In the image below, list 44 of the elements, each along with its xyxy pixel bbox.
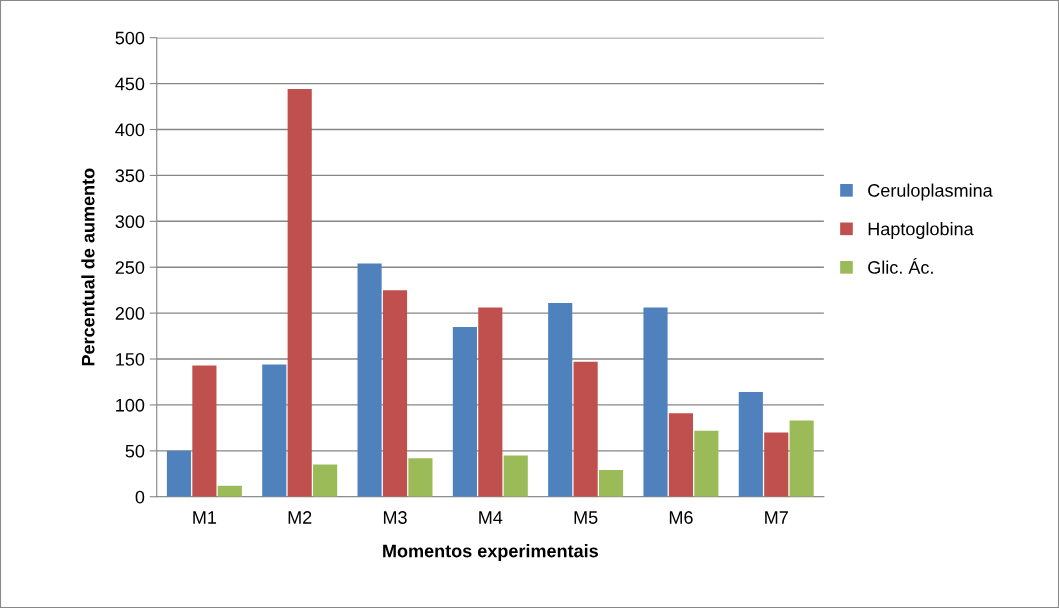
bar bbox=[598, 470, 624, 497]
legend-label: Ceruloplasmina bbox=[868, 183, 993, 201]
legend-label: Haptoglobina bbox=[868, 222, 974, 239]
x-tick-label: M7 bbox=[765, 511, 788, 524]
bar bbox=[262, 364, 287, 497]
bar bbox=[694, 430, 719, 497]
y-tick-label: 300 bbox=[115, 215, 145, 229]
bar bbox=[357, 263, 382, 497]
legend-label: Glic. Ác. bbox=[868, 258, 933, 274]
bar bbox=[738, 392, 763, 497]
bar bbox=[217, 485, 242, 497]
y-tick-label: 400 bbox=[115, 123, 145, 137]
x-axis-title: Momentos experimentais bbox=[383, 544, 598, 561]
bar bbox=[313, 464, 338, 497]
bar bbox=[503, 455, 528, 497]
bar bbox=[573, 361, 598, 497]
bar bbox=[166, 450, 192, 497]
x-tick-label: M3 bbox=[383, 511, 407, 524]
bar bbox=[548, 303, 573, 497]
bar bbox=[668, 413, 694, 497]
bar bbox=[643, 307, 668, 497]
y-tick-label: 100 bbox=[116, 398, 145, 412]
bar bbox=[764, 432, 789, 497]
bar bbox=[478, 307, 503, 497]
y-tick-label: 250 bbox=[115, 261, 145, 274]
y-tick-label: 150 bbox=[116, 352, 145, 366]
bar bbox=[452, 326, 477, 497]
y-tick-label: 350 bbox=[115, 169, 145, 183]
bar bbox=[789, 420, 814, 497]
bar bbox=[192, 365, 217, 497]
x-tick-label: M1 bbox=[193, 511, 217, 524]
x-tick-label: M4 bbox=[479, 511, 503, 524]
bar bbox=[287, 89, 312, 497]
y-tick-label: 50 bbox=[125, 444, 145, 458]
y-tick-label: 0 bbox=[135, 490, 145, 504]
y-axis-title: Percentual de aumento bbox=[81, 168, 95, 366]
x-tick-label: M6 bbox=[669, 511, 693, 524]
bar bbox=[408, 458, 433, 497]
y-tick-label: 200 bbox=[115, 307, 145, 320]
x-tick-label: M5 bbox=[574, 511, 598, 524]
bar bbox=[382, 290, 408, 497]
y-tick-label: 450 bbox=[115, 77, 145, 91]
x-tick-label: M2 bbox=[288, 511, 312, 524]
y-tick-label: 500 bbox=[115, 31, 145, 45]
